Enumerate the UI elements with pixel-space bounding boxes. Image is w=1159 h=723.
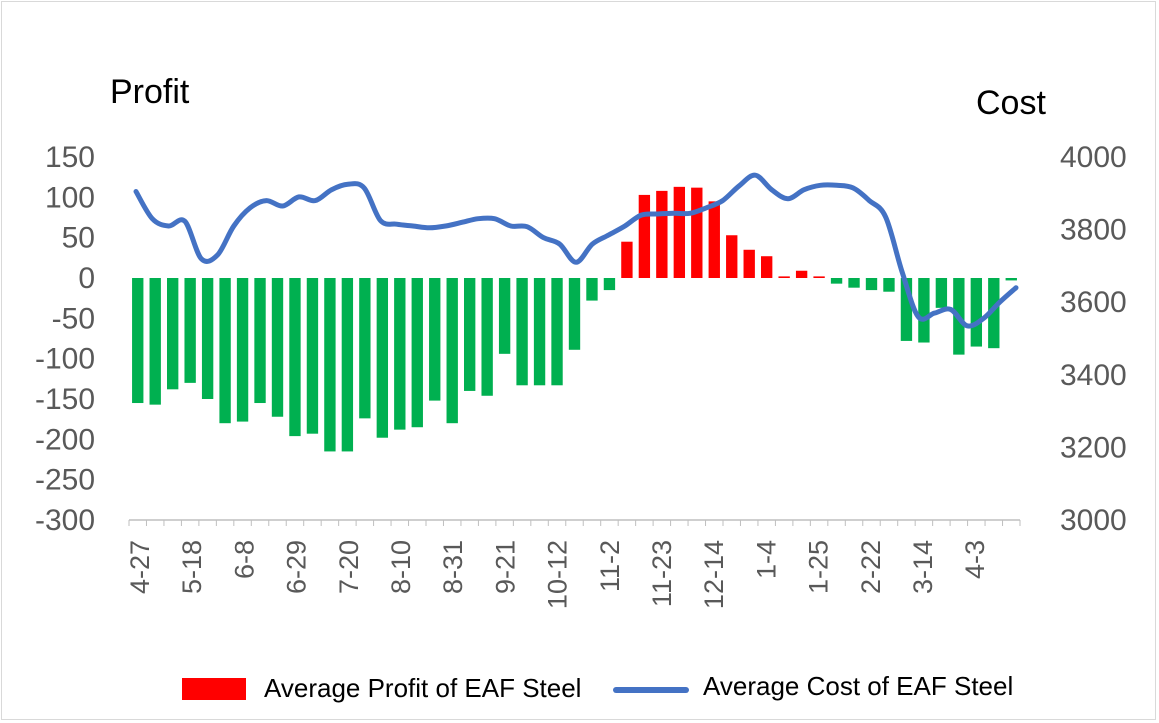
profit-bar — [184, 278, 196, 383]
x-tick-label: 1-25 — [804, 540, 834, 594]
profit-bar — [219, 278, 231, 424]
x-tick-label: 6-29 — [282, 540, 312, 594]
profit-bar — [464, 278, 476, 391]
profit-bar — [795, 270, 808, 278]
profit-bar — [149, 278, 161, 405]
profit-bar — [708, 201, 720, 278]
profit-bar — [1005, 278, 1017, 281]
profit-bar — [586, 278, 598, 301]
legend-profit-label: Average Profit of EAF Steel — [264, 673, 581, 703]
profit-bar — [656, 190, 668, 278]
profit-bar — [988, 278, 1000, 349]
profit-bar — [621, 241, 633, 278]
x-tick-label: 4-27 — [125, 540, 155, 594]
profit-bar — [603, 278, 616, 291]
right-tick-label: 3200 — [1060, 431, 1127, 464]
legend-profit-swatch — [182, 678, 246, 700]
profit-bar — [918, 278, 930, 343]
left-tick-label: 150 — [45, 141, 95, 174]
cost-line-layer — [133, 172, 1019, 329]
x-tick-label: 7-20 — [334, 540, 364, 594]
left-tick-label: -250 — [35, 464, 95, 497]
profit-bar — [865, 278, 878, 291]
profit-bar — [691, 187, 703, 278]
left-axis-ticks: 150 100 50 0 -50 -100 -150 -200 -250 -300 — [35, 141, 95, 537]
profit-bar — [132, 278, 144, 404]
x-tick-label: 11-23 — [647, 540, 677, 607]
right-tick-label: 3800 — [1060, 214, 1127, 247]
profit-bar — [446, 278, 458, 424]
profit-bar — [830, 278, 843, 284]
profit-bar — [201, 278, 214, 399]
left-tick-label: -300 — [35, 504, 95, 537]
profit-bar — [743, 249, 755, 278]
left-tick-label: -100 — [35, 343, 95, 376]
profit-bar — [516, 278, 528, 386]
profit-bar — [970, 278, 983, 347]
x-tick-label: 8-10 — [386, 540, 416, 594]
profit-bars — [132, 186, 1017, 452]
x-tick-label: 2-22 — [856, 540, 886, 594]
profit-bar — [551, 278, 563, 386]
cost-line — [133, 172, 1019, 329]
left-tick-label: 0 — [78, 262, 95, 295]
profit-bar — [306, 278, 319, 434]
x-tick-label: 9-21 — [490, 540, 520, 594]
profit-bar — [394, 278, 406, 430]
left-tick-label: -150 — [35, 383, 95, 416]
profit-bar — [568, 278, 581, 350]
left-tick-label: -50 — [52, 302, 95, 335]
profit-bar — [498, 278, 511, 354]
profit-bar — [900, 278, 913, 341]
right-tick-label: 3600 — [1060, 286, 1127, 319]
right-tick-label: 3000 — [1060, 504, 1127, 537]
x-tick-label: 3-14 — [908, 540, 938, 594]
x-tick-label: 10-12 — [543, 540, 573, 609]
left-tick-label: 50 — [62, 222, 95, 255]
profit-bar — [236, 278, 249, 422]
profit-bar — [411, 278, 423, 428]
right-axis-title: Cost — [976, 84, 1046, 122]
legend: Average Profit of EAF Steel Average Cost… — [182, 671, 1013, 703]
x-tick-label: 5-18 — [177, 540, 207, 594]
profit-bar — [429, 278, 441, 401]
profit-bar — [481, 278, 493, 396]
profit-bar — [935, 278, 948, 308]
profit-bar — [359, 278, 371, 419]
profit-bar — [533, 278, 546, 386]
profit-bar — [778, 276, 790, 278]
profit-bar — [271, 278, 284, 417]
left-tick-label: -200 — [35, 423, 95, 456]
profit-bar — [376, 278, 389, 438]
x-tick-label: 6-8 — [229, 540, 259, 579]
right-tick-label: 4000 — [1060, 141, 1127, 174]
x-tick-label: 1-4 — [751, 540, 781, 579]
left-axis-title: Profit — [110, 73, 190, 111]
profit-bar — [341, 278, 354, 452]
profit-bar — [167, 278, 179, 390]
profit-bar — [289, 278, 301, 437]
x-tick-label: 11-2 — [595, 540, 625, 592]
profit-bar — [883, 278, 895, 292]
x-tick-label: 4-3 — [960, 540, 990, 579]
profit-bar — [673, 186, 686, 278]
profit-bar — [813, 276, 825, 278]
x-axis: 4-27 5-18 6-8 6-29 7-20 8-10 8-31 9-21 10-12 11-2… — [125, 519, 1021, 609]
profit-bar — [254, 278, 266, 404]
x-tick-label: 12-14 — [699, 540, 729, 609]
x-tick-label: 8-31 — [438, 540, 468, 594]
right-axis-ticks: 4000 3800 3600 3400 3200 3000 — [1060, 141, 1127, 537]
profit-bar — [848, 278, 860, 288]
profit-bar — [726, 235, 738, 278]
profit-bar — [324, 278, 336, 452]
profit-bar — [638, 194, 651, 278]
right-tick-label: 3400 — [1060, 359, 1127, 392]
profit-bar — [761, 256, 773, 278]
left-tick-label: 100 — [45, 181, 95, 214]
legend-cost-label: Average Cost of EAF Steel — [703, 671, 1013, 701]
